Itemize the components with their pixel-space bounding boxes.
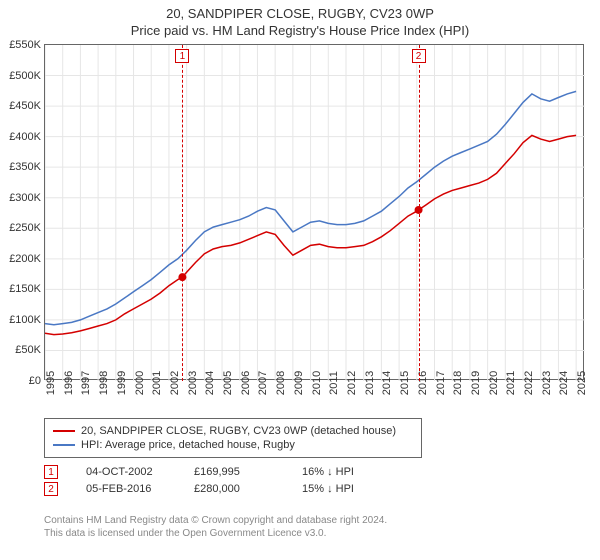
x-axis-label: 2005 [222,371,234,395]
sale-row-price: £169,995 [194,466,274,478]
y-axis-label: £500K [9,70,41,82]
y-axis-label: £350K [9,161,41,173]
sale-row-marker: 1 [44,465,58,479]
plot-svg [45,45,585,381]
x-axis-label: 2011 [328,371,340,395]
chart-subtitle: Price paid vs. HM Land Registry's House … [0,23,600,38]
x-axis-label: 2002 [169,371,181,395]
x-axis-label: 2022 [523,371,535,395]
x-axis-label: 2018 [452,371,464,395]
x-axis-label: 2015 [399,371,411,395]
chart-title: 20, SANDPIPER CLOSE, RUGBY, CV23 0WP [0,6,600,21]
sale-row-date: 04-OCT-2002 [86,466,166,478]
x-axis-label: 2017 [435,371,447,395]
sale-row-delta: 16% ↓ HPI [302,466,382,478]
y-axis-label: £400K [9,131,41,143]
chart-container: 20, SANDPIPER CLOSE, RUGBY, CV23 0WP Pri… [0,0,600,560]
sale-marker-box: 1 [175,49,189,63]
x-axis-label: 2004 [204,371,216,395]
x-axis-label: 1997 [80,371,92,395]
sale-row-price: £280,000 [194,483,274,495]
sale-marker-line [419,45,420,381]
y-axis-label: £150K [9,283,41,295]
sale-row: 1 04-OCT-2002 £169,995 16% ↓ HPI [44,465,382,479]
y-axis-label: £300K [9,192,41,204]
x-axis-label: 2006 [240,371,252,395]
x-axis-label: 2025 [576,371,588,395]
x-axis-label: 1999 [116,371,128,395]
y-axis-label: £200K [9,253,41,265]
legend-row: HPI: Average price, detached house, Rugb… [53,439,413,451]
x-axis-label: 2003 [187,371,199,395]
title-block: 20, SANDPIPER CLOSE, RUGBY, CV23 0WP Pri… [0,0,600,38]
x-axis-label: 2009 [293,371,305,395]
legend-label: 20, SANDPIPER CLOSE, RUGBY, CV23 0WP (de… [81,425,396,437]
sale-marker-line [182,45,183,381]
x-axis-label: 1995 [45,371,57,395]
x-axis-label: 2013 [364,371,376,395]
x-axis-label: 1996 [63,371,75,395]
sales-table: 1 04-OCT-2002 £169,995 16% ↓ HPI 2 05-FEB-201… [44,462,382,499]
x-axis-label: 2024 [558,371,570,395]
legend-swatch [53,444,75,446]
y-axis-label: £100K [9,314,41,326]
legend: 20, SANDPIPER CLOSE, RUGBY, CV23 0WP (de… [44,418,422,458]
sale-row-date: 05-FEB-2016 [86,483,166,495]
x-axis-label: 2012 [346,371,358,395]
y-axis-label: £450K [9,100,41,112]
x-axis-label: 2001 [151,371,163,395]
footer-text: Contains HM Land Registry data © Crown c… [44,514,387,540]
x-axis-label: 2010 [311,371,323,395]
sale-marker-box: 2 [412,49,426,63]
x-axis-label: 2021 [505,371,517,395]
y-axis-label: £50K [15,344,41,356]
footer-line-1: Contains HM Land Registry data © Crown c… [44,514,387,527]
sale-row-marker: 2 [44,482,58,496]
x-axis-label: 2019 [470,371,482,395]
y-axis-label: £0 [29,375,41,387]
x-axis-label: 2023 [541,371,553,395]
plot-area: £0£50K£100K£150K£200K£250K£300K£350K£400… [44,44,584,380]
x-axis-label: 2000 [134,371,146,395]
footer-line-2: This data is licensed under the Open Gov… [44,527,387,540]
y-axis-label: £250K [9,222,41,234]
legend-label: HPI: Average price, detached house, Rugb… [81,439,295,451]
x-axis-label: 2007 [257,371,269,395]
x-axis-label: 2014 [381,371,393,395]
sale-row: 2 05-FEB-2016 £280,000 15% ↓ HPI [44,482,382,496]
legend-swatch [53,430,75,432]
legend-row: 20, SANDPIPER CLOSE, RUGBY, CV23 0WP (de… [53,425,413,437]
sale-row-delta: 15% ↓ HPI [302,483,382,495]
x-axis-label: 2008 [275,371,287,395]
y-axis-label: £550K [9,39,41,51]
x-axis-label: 2020 [488,371,500,395]
x-axis-label: 1998 [98,371,110,395]
